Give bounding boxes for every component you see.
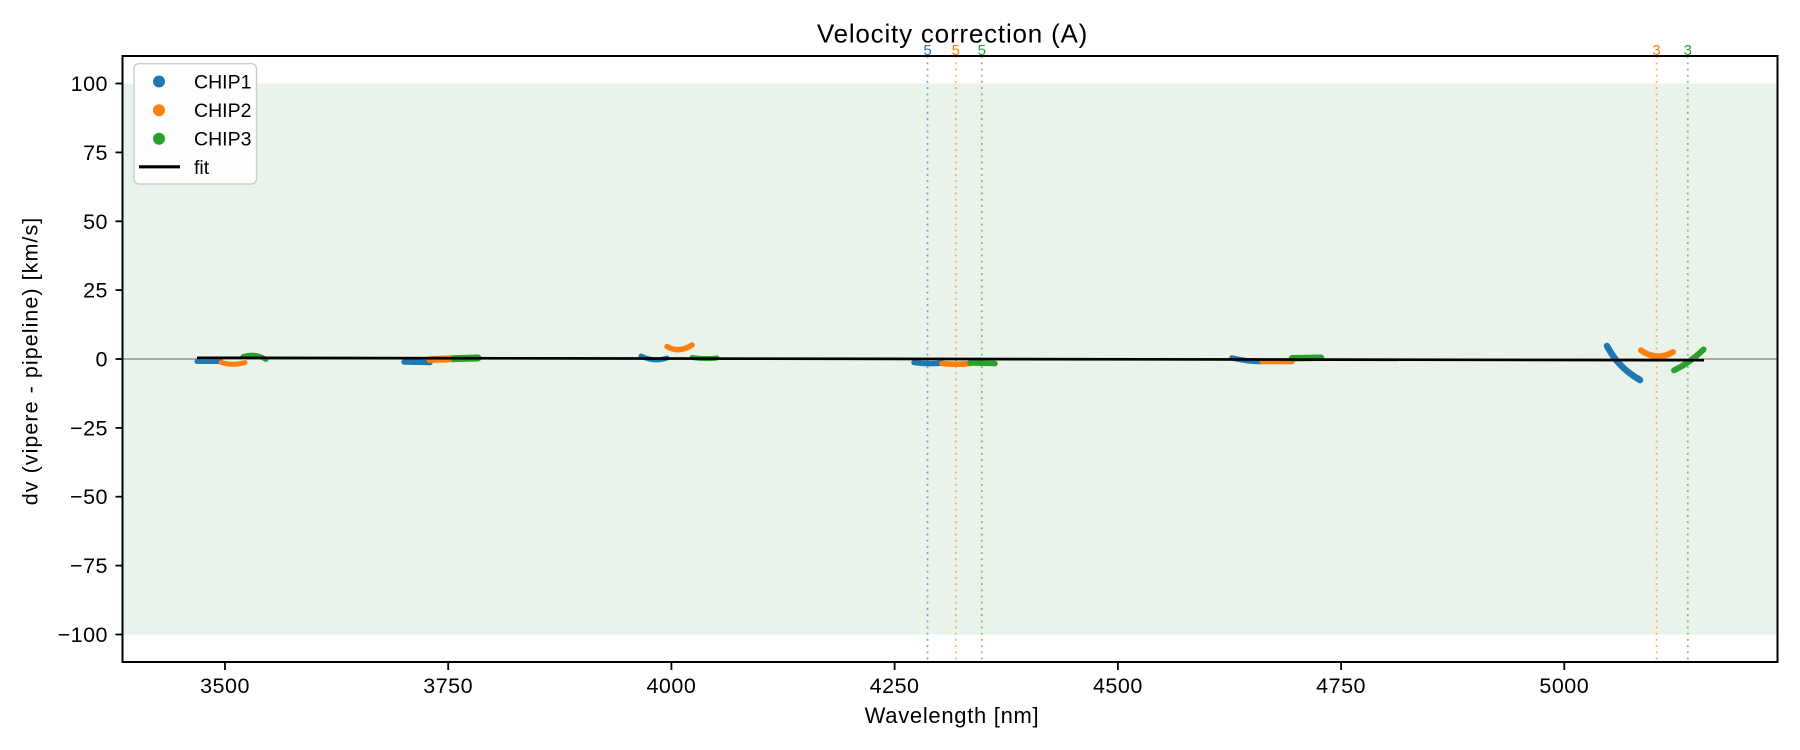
- svg-text:3: 3: [1652, 42, 1660, 59]
- svg-text:CHIP1: CHIP1: [194, 72, 251, 94]
- svg-text:25: 25: [83, 279, 108, 303]
- svg-text:4000: 4000: [646, 674, 696, 698]
- svg-text:Velocity correction (A): Velocity correction (A): [817, 19, 1088, 49]
- svg-text:4250: 4250: [870, 674, 920, 698]
- svg-text:CHIP2: CHIP2: [194, 100, 251, 122]
- svg-text:5: 5: [952, 42, 960, 59]
- svg-text:−75: −75: [70, 554, 108, 578]
- svg-text:−25: −25: [70, 416, 108, 440]
- svg-text:−50: −50: [70, 485, 108, 509]
- svg-text:100: 100: [71, 72, 108, 96]
- svg-text:Wavelength [nm]: Wavelength [nm]: [865, 703, 1040, 728]
- svg-text:dv (vipere - pipeline) [km/s]: dv (vipere - pipeline) [km/s]: [19, 217, 43, 506]
- svg-text:5: 5: [923, 42, 931, 59]
- svg-text:3750: 3750: [423, 674, 473, 698]
- svg-text:50: 50: [83, 210, 108, 234]
- svg-text:75: 75: [83, 141, 108, 165]
- svg-text:3: 3: [1684, 42, 1692, 59]
- svg-text:5: 5: [978, 42, 986, 59]
- svg-text:0: 0: [96, 348, 108, 372]
- svg-text:−100: −100: [58, 623, 108, 647]
- svg-text:5000: 5000: [1539, 674, 1589, 698]
- svg-text:4750: 4750: [1316, 674, 1366, 698]
- svg-text:3500: 3500: [200, 674, 250, 698]
- svg-text:CHIP3: CHIP3: [194, 129, 251, 151]
- svg-text:4500: 4500: [1093, 674, 1143, 698]
- svg-text:fit: fit: [194, 157, 210, 179]
